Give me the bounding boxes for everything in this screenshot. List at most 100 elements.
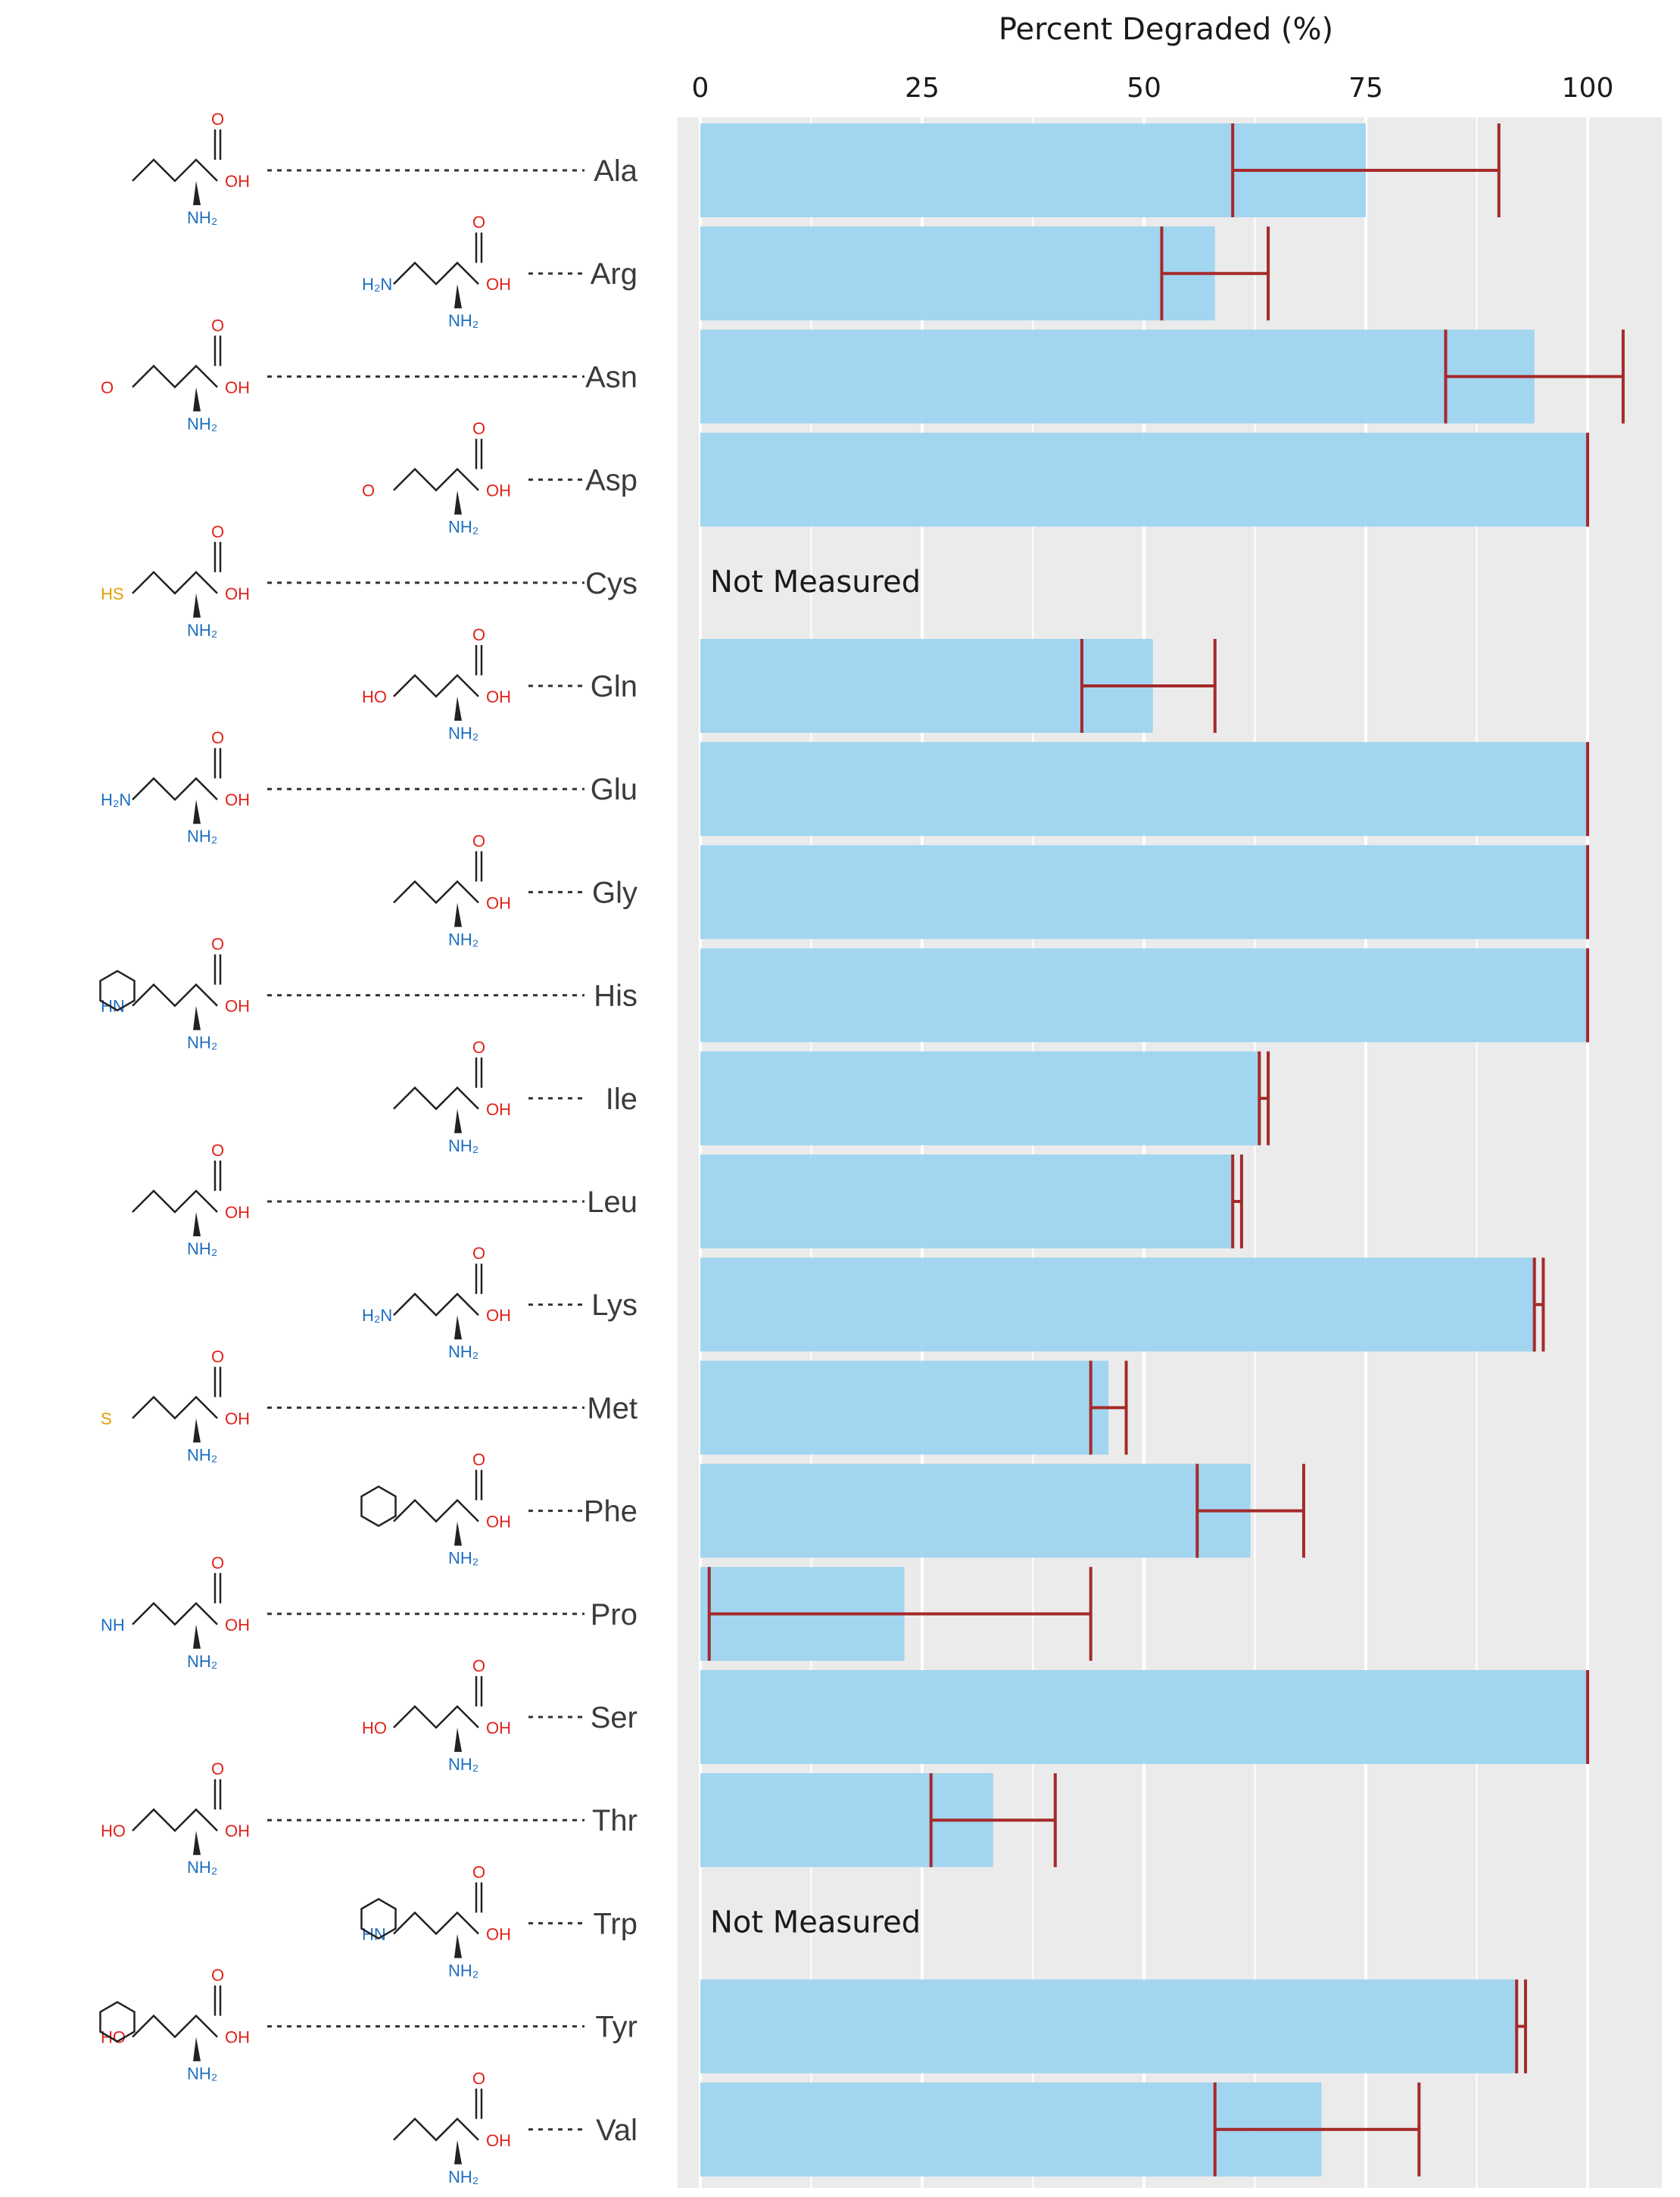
svg-text:OH: OH [486, 1306, 511, 1325]
svg-text:OH: OH [486, 893, 511, 912]
category-label: Ser [591, 1701, 637, 1734]
svg-text:OH: OH [225, 1821, 250, 1840]
svg-text:OH: OH [225, 1409, 250, 1428]
svg-text:O: O [472, 1038, 485, 1057]
bar [700, 226, 1215, 321]
bar [700, 845, 1588, 940]
row-met: Met [267, 1360, 1128, 1455]
svg-text:O: O [472, 213, 485, 232]
row-leu: Leu [267, 1155, 1243, 1248]
svg-text:O: O [472, 1862, 485, 1881]
svg-text:NH₂: NH₂ [187, 621, 217, 640]
svg-text:NH₂: NH₂ [448, 311, 478, 330]
svg-text:O: O [211, 1347, 224, 1366]
svg-text:O: O [362, 481, 375, 500]
svg-text:OH: OH [225, 1203, 250, 1222]
svg-text:NH₂: NH₂ [448, 724, 478, 743]
bar [700, 1155, 1233, 1248]
svg-text:HS: HS [101, 584, 124, 603]
svg-text:H₂N: H₂N [362, 275, 392, 294]
svg-text:OH: OH [225, 790, 250, 809]
svg-text:H₂N: H₂N [362, 1306, 392, 1325]
aspartic-acid-structure: O OH NH₂ O [362, 419, 511, 537]
svg-text:O: O [211, 1966, 224, 1985]
row-thr: Thr [267, 1773, 1057, 1868]
category-label: Met [587, 1391, 637, 1425]
svg-text:NH₂: NH₂ [448, 1755, 478, 1774]
category-label: Asp [585, 464, 637, 497]
row-trp: Trp Not Measured [528, 1905, 921, 1940]
svg-text:O: O [211, 1759, 224, 1778]
bar [700, 1670, 1588, 1764]
row-lys: Lys [528, 1257, 1545, 1352]
proline-structure: O OH NH₂ NH [101, 1553, 250, 1671]
svg-text:O: O [211, 522, 224, 541]
svg-text:OH: OH [486, 687, 511, 706]
svg-text:NH₂: NH₂ [187, 1445, 217, 1464]
not-measured-label: Not Measured [710, 565, 921, 600]
category-label: Arg [591, 257, 637, 291]
row-ala: Ala [267, 123, 1501, 217]
svg-text:NH₂: NH₂ [448, 1549, 478, 1568]
row-gly: Gly [528, 845, 1589, 940]
svg-text:HO: HO [362, 687, 387, 706]
category-label: Leu [587, 1186, 637, 1219]
bar [700, 1463, 1251, 1558]
bar [700, 948, 1588, 1042]
glutamic-acid-structure: O OH NH₂ HO [362, 625, 511, 743]
svg-text:OH: OH [486, 1719, 511, 1737]
svg-text:O: O [211, 1553, 224, 1572]
isoleucine-structure: O OH NH₂ [393, 1038, 511, 1155]
svg-text:OH: OH [486, 1513, 511, 1532]
category-label: Glu [591, 773, 637, 806]
x-tick-label: 50 [1127, 73, 1161, 104]
category-label: Thr [592, 1804, 637, 1837]
svg-text:O: O [211, 935, 224, 954]
svg-text:OH: OH [486, 2131, 511, 2150]
svg-text:O: O [211, 110, 224, 129]
glycine-structure: O OH NH₂ [393, 831, 511, 949]
svg-text:O: O [472, 831, 485, 850]
row-arg: Arg [528, 226, 1270, 321]
svg-text:HN: HN [101, 997, 125, 1016]
not-measured-label: Not Measured [710, 1905, 921, 1940]
svg-text:NH₂: NH₂ [448, 1961, 478, 1980]
svg-text:H₂N: H₂N [101, 790, 131, 809]
threonine-structure: O OH NH₂ HO [101, 1759, 250, 1877]
category-label: Gln [591, 670, 637, 703]
glutamine-structure: O OH NH₂ H₂N [101, 728, 250, 846]
svg-text:O: O [101, 378, 114, 397]
svg-text:NH₂: NH₂ [187, 1652, 217, 1671]
svg-text:NH₂: NH₂ [187, 1033, 217, 1052]
svg-text:OH: OH [486, 1100, 511, 1119]
asparagine-structure: O OH NH₂ O [101, 316, 250, 433]
row-his: His [267, 948, 1589, 1042]
svg-text:NH₂: NH₂ [448, 930, 478, 949]
phenylalanine-structure: O OH NH₂ [360, 1451, 511, 1568]
svg-text:S: S [101, 1409, 112, 1428]
svg-text:NH₂: NH₂ [448, 518, 478, 537]
bar [700, 1051, 1260, 1145]
category-label: His [594, 980, 637, 1013]
svg-text:O: O [472, 1656, 485, 1675]
svg-text:OH: OH [486, 481, 511, 500]
x-tick-label: 25 [905, 73, 940, 104]
row-gln: Gln [528, 639, 1217, 733]
svg-text:NH₂: NH₂ [187, 827, 217, 846]
bar [700, 432, 1588, 527]
cysteine-structure: O OH NH₂ HS [101, 522, 250, 640]
serine-structure: O OH NH₂ HO [362, 1656, 511, 1774]
svg-text:OH: OH [225, 1616, 250, 1635]
svg-text:NH: NH [101, 1616, 125, 1635]
category-label: Cys [585, 567, 637, 600]
svg-text:NH₂: NH₂ [448, 2167, 478, 2186]
svg-text:O: O [472, 625, 485, 644]
tyrosine-structure: O OH NH₂ HO [99, 1966, 250, 2083]
row-ser: Ser [528, 1670, 1589, 1764]
svg-text:OH: OH [225, 172, 250, 191]
category-label: Ile [606, 1083, 637, 1116]
svg-text:HN: HN [362, 1924, 386, 1943]
x-tick-label: 0 [692, 73, 709, 104]
x-tick-label: 75 [1348, 73, 1383, 104]
